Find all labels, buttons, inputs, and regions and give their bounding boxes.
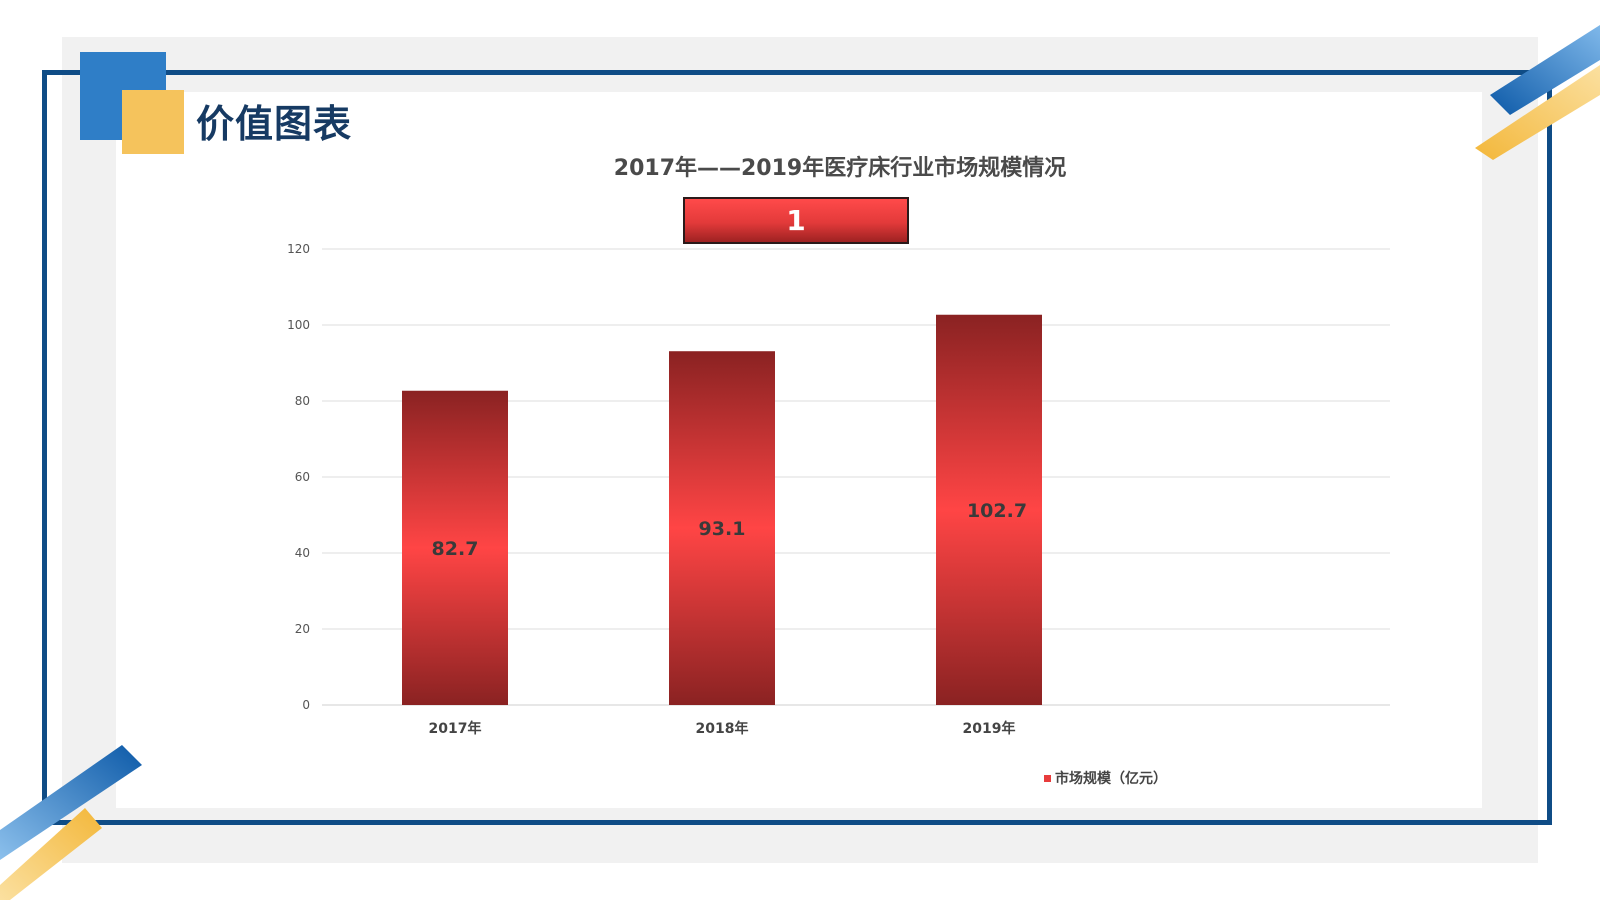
y-tick-label: 20 [295, 622, 310, 636]
stripe-blue-bottom-left [0, 745, 142, 860]
stripe-yellow-top-right [1475, 65, 1600, 160]
y-tick-label: 80 [295, 394, 310, 408]
bar [402, 390, 508, 705]
y-tick-label: 0 [302, 698, 310, 712]
legend: 市场规模（亿元） [1044, 768, 1167, 788]
chart-title: 2017年——2019年医疗床行业市场规模情况 [613, 156, 1067, 181]
x-tick-label: 2017年 [429, 720, 482, 737]
x-tick-label: 2019年 [963, 720, 1016, 737]
legend-label: 市场规模（亿元） [1055, 771, 1167, 787]
y-tick-label: 120 [287, 242, 310, 256]
bars: 82.7 93.1 102.7 [402, 314, 1042, 705]
stripe-yellow-bottom-left [0, 808, 102, 900]
legend-swatch [1044, 774, 1051, 782]
y-tick-label: 100 [287, 318, 310, 332]
badge-label: 1 [683, 197, 909, 244]
bar [669, 351, 775, 705]
page-title: 价值图表 [196, 102, 353, 146]
x-axis-labels: 2017年 2018年 2019年 [429, 720, 1016, 737]
data-label: 93.1 [699, 518, 746, 540]
x-tick-label: 2018年 [696, 720, 749, 737]
y-tick-label: 60 [295, 470, 310, 484]
title-accent-yellow [122, 90, 184, 154]
border-frame [42, 70, 1552, 825]
data-label: 102.7 [967, 500, 1027, 522]
stripe-blue-top-right [1490, 25, 1600, 115]
bar [936, 314, 1042, 705]
data-label: 82.7 [432, 538, 479, 560]
y-axis-ticks: 0 20 40 60 80 100 120 [287, 242, 310, 712]
y-tick-label: 40 [295, 546, 310, 560]
